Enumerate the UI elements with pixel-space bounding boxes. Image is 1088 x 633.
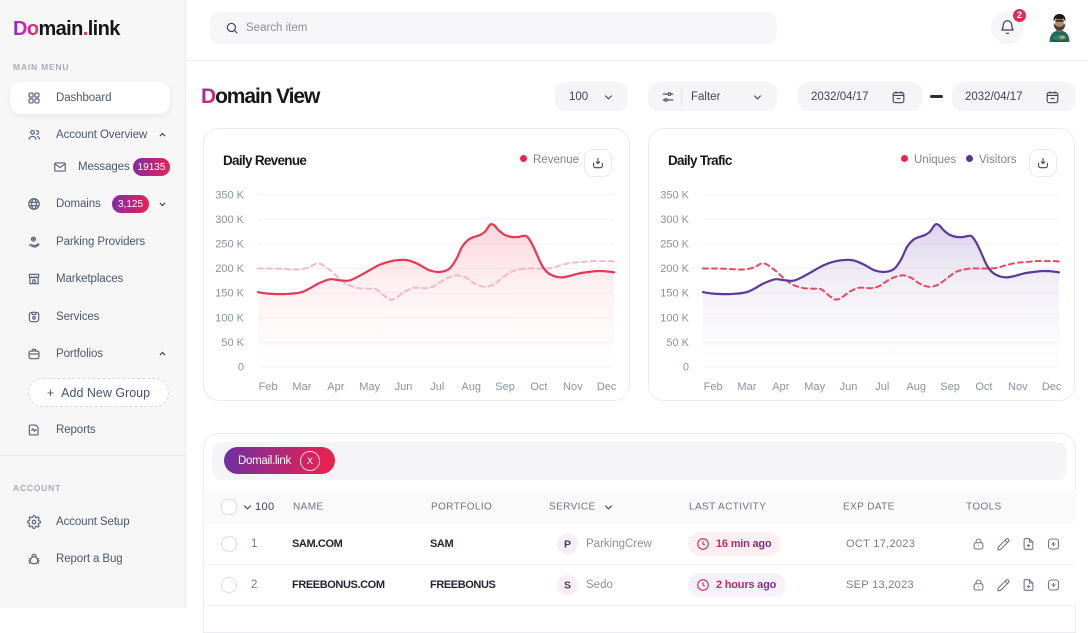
svg-text:Oct: Oct bbox=[530, 381, 547, 393]
svg-text:300 K: 300 K bbox=[660, 214, 689, 226]
svg-text:Dec: Dec bbox=[597, 381, 617, 393]
svg-text:Mar: Mar bbox=[737, 381, 756, 393]
svg-text:Jun: Jun bbox=[840, 381, 858, 393]
svg-text:0: 0 bbox=[683, 362, 689, 374]
svg-text:Jun: Jun bbox=[395, 381, 413, 393]
svg-text:100 K: 100 K bbox=[660, 312, 689, 324]
svg-text:May: May bbox=[359, 381, 380, 393]
svg-text:350 K: 350 K bbox=[215, 189, 244, 201]
svg-text:May: May bbox=[804, 381, 825, 393]
svg-text:Aug: Aug bbox=[461, 381, 481, 393]
svg-text:150 K: 150 K bbox=[660, 288, 689, 300]
svg-text:50 K: 50 K bbox=[666, 337, 689, 349]
svg-text:Nov: Nov bbox=[563, 381, 583, 393]
svg-text:Oct: Oct bbox=[975, 381, 992, 393]
svg-text:Jul: Jul bbox=[430, 381, 444, 393]
svg-text:Apr: Apr bbox=[772, 381, 789, 393]
svg-text:300 K: 300 K bbox=[215, 214, 244, 226]
svg-text:Feb: Feb bbox=[704, 381, 723, 393]
svg-text:250 K: 250 K bbox=[215, 239, 244, 251]
svg-text:Nov: Nov bbox=[1008, 381, 1028, 393]
svg-text:250 K: 250 K bbox=[660, 239, 689, 251]
svg-text:50 K: 50 K bbox=[221, 337, 244, 349]
svg-text:Feb: Feb bbox=[259, 381, 278, 393]
svg-text:Sep: Sep bbox=[495, 381, 515, 393]
svg-text:Apr: Apr bbox=[327, 381, 344, 393]
svg-text:0: 0 bbox=[238, 362, 244, 374]
svg-text:Sep: Sep bbox=[940, 381, 960, 393]
svg-text:100 K: 100 K bbox=[215, 312, 244, 324]
svg-text:200 K: 200 K bbox=[215, 263, 244, 275]
svg-text:Jul: Jul bbox=[875, 381, 889, 393]
svg-text:Mar: Mar bbox=[292, 381, 311, 393]
svg-text:150 K: 150 K bbox=[215, 288, 244, 300]
svg-text:350 K: 350 K bbox=[660, 189, 689, 201]
svg-text:Dec: Dec bbox=[1042, 381, 1062, 393]
svg-text:Aug: Aug bbox=[906, 381, 926, 393]
svg-text:200 K: 200 K bbox=[660, 263, 689, 275]
